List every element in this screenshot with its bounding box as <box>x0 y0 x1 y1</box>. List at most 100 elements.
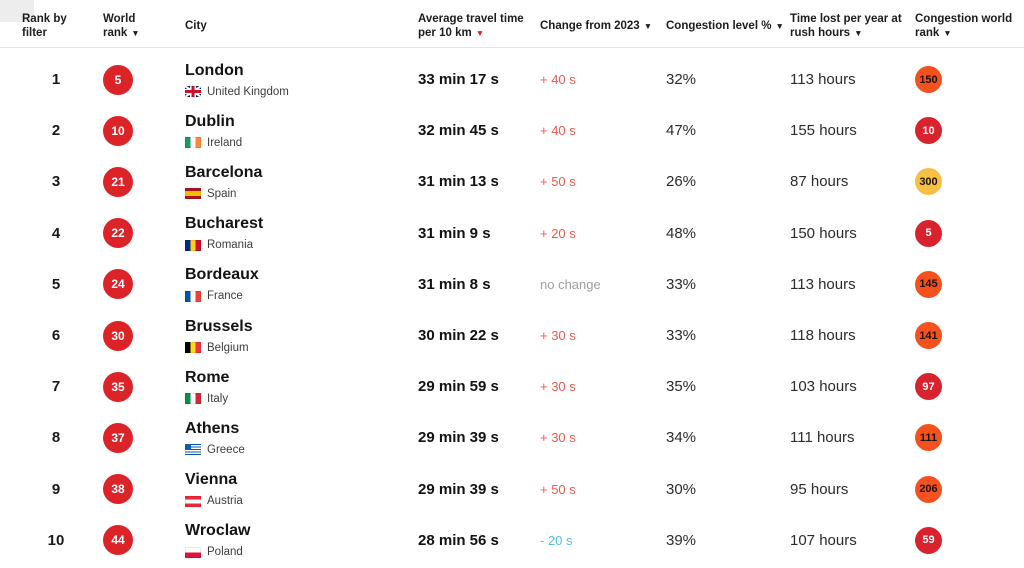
sort-arrow-icon: ▼ <box>854 28 863 38</box>
rank-by-filter-value: 4 <box>51 224 61 242</box>
change-from-2023-value: + 20 s <box>540 225 576 241</box>
flag-icon-gr <box>185 444 201 456</box>
rank-by-filter-value: 2 <box>51 122 61 140</box>
congestion-world-rank-badge: 300 <box>915 168 942 196</box>
congestion-level-value: 33% <box>666 275 697 293</box>
column-header-label: Rank by filter <box>22 12 67 39</box>
column-header-time-lost[interactable]: Time lost per year at rush hours ▼ <box>790 12 915 40</box>
city-name[interactable]: Athens <box>185 419 240 437</box>
congestion-level-value: 35% <box>666 378 697 396</box>
rank-by-filter-value: 5 <box>51 275 61 293</box>
sort-arrow-icon: ▼ <box>131 28 140 38</box>
table-row: 1 5 London United Kingdom 33 min 17 s + … <box>0 54 1024 105</box>
country-name: France <box>207 290 243 303</box>
table-row: 3 21 Barcelona Spain 31 min 13 s + 50 s … <box>0 156 1024 207</box>
congestion-world-rank-badge: 206 <box>915 475 942 503</box>
city-name[interactable]: Bucharest <box>185 215 264 233</box>
city-name[interactable]: Wroclaw <box>185 522 251 540</box>
change-from-2023-value: no change <box>540 276 601 292</box>
city-name[interactable]: London <box>185 61 244 79</box>
change-from-2023-value: + 50 s <box>540 174 576 190</box>
congestion-world-rank-badge: 141 <box>915 322 942 350</box>
country-name: Austria <box>207 495 243 508</box>
avg-travel-time-value: 29 min 39 s <box>418 480 499 498</box>
column-header-rank-by-filter: Rank by filter <box>22 12 90 40</box>
rank-by-filter-value: 3 <box>51 173 61 191</box>
flag-icon-at <box>185 495 201 507</box>
rank-by-filter-value: 10 <box>47 531 65 549</box>
city-name[interactable]: Brussels <box>185 317 253 335</box>
city-name[interactable]: Rome <box>185 368 230 386</box>
table-row: 10 44 Wroclaw Poland 28 min 56 s - 20 s … <box>0 515 1024 566</box>
rank-by-filter-value: 7 <box>51 378 61 396</box>
country-name: Italy <box>207 392 229 405</box>
country-name: Romania <box>207 239 254 252</box>
column-header-congestion-level[interactable]: Congestion level % ▼ <box>666 19 790 33</box>
table-row: 2 10 Dublin Ireland 32 min 45 s + 40 s 4… <box>0 105 1024 156</box>
world-rank-badge: 44 <box>103 525 133 556</box>
avg-travel-time-value: 28 min 56 s <box>418 531 499 549</box>
column-header-change-from-2023[interactable]: Change from 2023 ▼ <box>540 19 666 33</box>
sort-arrow-icon: ▼ <box>643 20 653 31</box>
country-name: Spain <box>207 187 237 200</box>
column-header-congestion-world-rank[interactable]: Congestion world rank ▼ <box>915 12 1024 40</box>
flag-icon-pl <box>185 546 201 558</box>
country-name: Poland <box>207 546 243 559</box>
change-from-2023-value: + 40 s <box>540 123 576 139</box>
time-lost-value: 113 hours <box>790 275 856 293</box>
time-lost-value: 155 hours <box>790 122 857 140</box>
world-rank-badge: 35 <box>103 371 133 402</box>
table-header-row: Rank by filter World rank ▼ City Average … <box>0 0 1024 48</box>
country-name: Greece <box>207 443 245 456</box>
congestion-level-value: 33% <box>666 327 697 345</box>
congestion-level-value: 39% <box>666 531 697 549</box>
column-header-label: Congestion world rank <box>915 12 1013 39</box>
congestion-level-value: 34% <box>666 429 697 447</box>
congestion-world-rank-badge: 111 <box>915 424 942 452</box>
congestion-level-value: 48% <box>666 224 697 242</box>
time-lost-value: 111 hours <box>790 429 855 447</box>
time-lost-value: 103 hours <box>790 378 857 396</box>
column-header-label: Congestion level % <box>666 19 772 32</box>
table-row: 8 37 Athens Greece 29 min 39 s + 30 s 34… <box>0 412 1024 463</box>
avg-travel-time-value: 32 min 45 s <box>418 122 499 140</box>
city-name[interactable]: Barcelona <box>185 163 263 181</box>
flag-icon-gb <box>185 86 201 98</box>
change-from-2023-value: + 50 s <box>540 481 576 497</box>
rank-by-filter-value: 8 <box>51 429 61 447</box>
table-row: 9 38 Vienna Austria 29 min 39 s + 50 s 3… <box>0 464 1024 515</box>
flag-icon-be <box>185 342 201 354</box>
column-header-avg-travel-time[interactable]: Average travel time per 10 km ▼ <box>418 12 540 40</box>
city-name[interactable]: Bordeaux <box>185 266 259 284</box>
congestion-world-rank-badge: 10 <box>915 117 942 145</box>
column-header-world-rank[interactable]: World rank ▼ <box>90 12 185 40</box>
sort-arrow-icon: ▼ <box>475 28 485 38</box>
world-rank-badge: 21 <box>103 166 133 197</box>
congestion-world-rank-badge: 59 <box>915 526 942 554</box>
change-from-2023-value: + 40 s <box>540 72 576 88</box>
flag-icon-fr <box>185 290 201 302</box>
change-from-2023-value: + 30 s <box>540 328 576 344</box>
avg-travel-time-value: 29 min 59 s <box>418 378 499 396</box>
column-header-label: City <box>185 19 207 32</box>
avg-travel-time-value: 30 min 22 s <box>418 327 499 345</box>
world-rank-badge: 22 <box>103 218 133 249</box>
column-header-label: Average travel time per 10 km <box>418 12 524 39</box>
time-lost-value: 113 hours <box>790 71 856 89</box>
avg-travel-time-value: 31 min 8 s <box>418 275 491 293</box>
flag-icon-ie <box>185 137 201 149</box>
flag-icon-ro <box>185 239 201 251</box>
congestion-world-rank-badge: 150 <box>915 66 942 94</box>
city-name[interactable]: Vienna <box>185 471 238 489</box>
congestion-level-value: 32% <box>666 71 697 89</box>
change-from-2023-value: - 20 s <box>540 532 573 548</box>
city-name[interactable]: Dublin <box>185 112 235 130</box>
rank-by-filter-value: 6 <box>51 327 61 345</box>
world-rank-badge: 37 <box>103 422 133 453</box>
congestion-level-value: 30% <box>666 480 697 498</box>
avg-travel-time-value: 29 min 39 s <box>418 429 499 447</box>
table-row: 6 30 Brussels Belgium 30 min 22 s + 30 s… <box>0 310 1024 361</box>
congestion-world-rank-badge: 145 <box>915 270 942 298</box>
table-row: 4 22 Bucharest Romania 31 min 9 s + 20 s… <box>0 208 1024 259</box>
